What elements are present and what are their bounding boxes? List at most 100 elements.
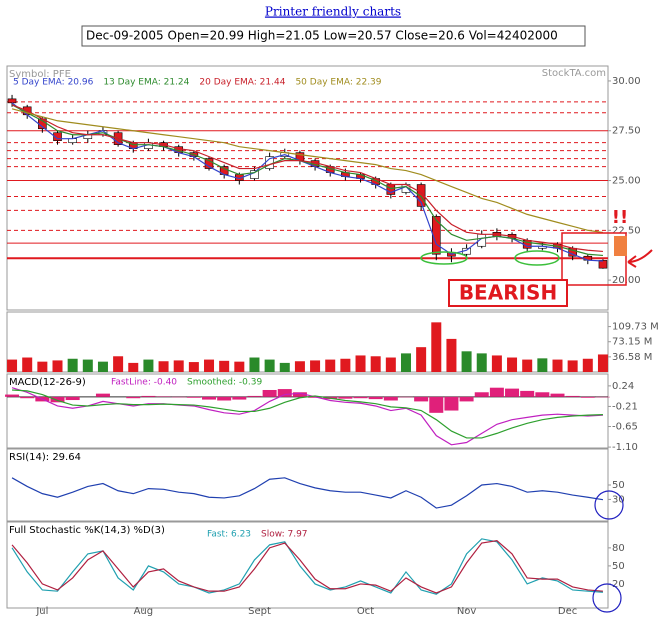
- x-tick-label: Oct: [357, 606, 374, 616]
- histogram-bar: [263, 390, 277, 397]
- panel-frame: [7, 312, 608, 372]
- panel-frame: [7, 374, 608, 448]
- volume-bar: [568, 360, 578, 372]
- histogram-bar: [475, 392, 489, 397]
- volume-bar: [340, 359, 350, 372]
- bearish-label: BEARISH: [459, 281, 557, 305]
- histogram-bar: [566, 396, 580, 397]
- volume-bar: [143, 360, 153, 372]
- legend-entry: Smoothed: -0.39: [187, 378, 262, 388]
- alert-label: !!: [612, 207, 628, 228]
- x-tick-label: Nov: [457, 606, 477, 616]
- volume-bar: [204, 360, 214, 372]
- legend-entry: 20 Day EMA: 21.44: [199, 78, 285, 88]
- histogram-bar: [202, 397, 216, 400]
- histogram-bar: [460, 397, 474, 402]
- volume-bar: [98, 362, 108, 372]
- histogram-bar: [535, 392, 549, 397]
- volume-bar: [83, 360, 93, 372]
- y-tick-label: 80: [612, 543, 625, 554]
- y-tick-label: 25.00: [612, 176, 641, 187]
- histogram-bar: [96, 394, 110, 397]
- volume-bar: [265, 360, 275, 372]
- histogram-bar: [581, 397, 595, 398]
- histogram-bar: [278, 389, 292, 397]
- volume-bar: [189, 362, 199, 372]
- volume-bar: [53, 360, 63, 372]
- volume-bar: [371, 356, 381, 372]
- quote: Dec-09-2005 Open=20.99 High=21.05 Low=20…: [86, 29, 558, 43]
- volume-bar: [431, 322, 441, 372]
- volume-bar: [159, 361, 169, 372]
- histogram-bar: [232, 397, 246, 400]
- volume-bar: [128, 363, 138, 372]
- volume-bar: [356, 355, 366, 372]
- legend-entry: 13 Day EMA: 21.24: [103, 78, 189, 88]
- volume-bar: [507, 358, 517, 372]
- x-tick-label: Sept: [248, 606, 271, 616]
- alert-fill: [614, 236, 627, 256]
- volume-bar: [310, 360, 320, 372]
- histogram-bar: [414, 397, 428, 402]
- panel-title: RSI(14): 29.64: [9, 452, 81, 463]
- y-tick-label: 36.58 M: [612, 352, 652, 363]
- volume-bar: [537, 358, 547, 372]
- arrow: [628, 250, 652, 267]
- volume-bar: [552, 360, 562, 372]
- histogram-bar: [217, 397, 231, 401]
- x-tick-label: Dec: [558, 606, 577, 616]
- histogram-bar: [338, 397, 352, 399]
- histogram-bar: [505, 389, 519, 397]
- y-tick-label: -1.10: [612, 442, 638, 453]
- panel-title: Full Stochastic %K(14,3) %D(3): [9, 525, 165, 536]
- volume-bar: [446, 339, 456, 372]
- volume-bar: [416, 347, 426, 372]
- histogram-bar: [66, 397, 80, 400]
- candle: [599, 260, 607, 268]
- histogram-bar: [187, 397, 201, 398]
- y-tick-label: 27.50: [612, 126, 641, 137]
- volume-bar: [325, 360, 335, 372]
- y-tick-label: 73.15 M: [612, 337, 652, 348]
- panel-title: MACD(12-26-9): [9, 377, 86, 388]
- volume-bar: [522, 360, 532, 372]
- histogram-bar: [384, 397, 398, 401]
- histogram-bar: [20, 397, 34, 398]
- x-tick-label: Jul: [35, 606, 48, 616]
- volume-bar: [280, 363, 290, 372]
- volume-bar: [598, 354, 608, 372]
- histogram-bar: [5, 395, 19, 397]
- y-tick-label: -0.65: [612, 422, 638, 433]
- histogram-bar: [520, 391, 534, 397]
- histogram-bar: [141, 396, 155, 397]
- legend-entry: FastLine: -0.40: [111, 378, 177, 388]
- legend-entry: Slow: 7.97: [261, 530, 308, 540]
- x-tick-label: Aug: [134, 606, 154, 616]
- candle: [8, 99, 16, 103]
- histogram-bar: [126, 397, 140, 398]
- panel-frame: [7, 66, 608, 310]
- volume-bar: [462, 351, 472, 372]
- histogram-bar: [429, 397, 443, 413]
- volume-bar: [234, 362, 244, 372]
- volume-bar: [22, 358, 32, 372]
- volume-bar: [37, 362, 47, 372]
- printer-link[interactable]: Printer friendly charts: [265, 5, 401, 19]
- y-tick-label: 50: [612, 480, 625, 491]
- volume-bar: [401, 353, 411, 372]
- legend-entry: 50 Day EMA: 22.39: [295, 78, 381, 88]
- legend-entry: Fast: 6.23: [207, 530, 251, 540]
- y-tick-label: 20: [612, 579, 625, 590]
- y-tick-label: 30.00: [612, 76, 641, 87]
- y-tick-label: 50: [612, 561, 625, 572]
- y-tick-label: 0.24: [612, 381, 634, 392]
- volume-bar: [477, 353, 487, 372]
- histogram-bar: [444, 397, 458, 411]
- volume-bar: [295, 361, 305, 372]
- volume-bar: [219, 361, 229, 372]
- volume-bar: [492, 355, 502, 372]
- histogram-bar: [550, 394, 564, 397]
- histogram-bar: [490, 388, 504, 397]
- histogram-bar: [369, 397, 383, 399]
- legend-entry: 5 Day EMA: 20.96: [13, 78, 94, 88]
